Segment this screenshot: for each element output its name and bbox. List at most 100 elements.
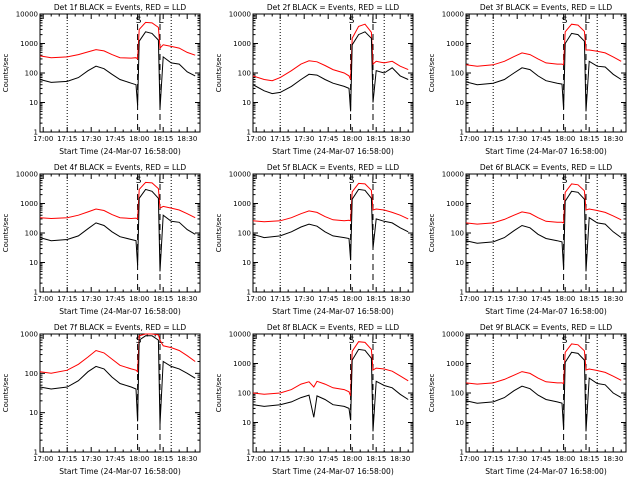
x-tick-label: 18:00: [555, 295, 575, 303]
x-tick-label: 17:30: [507, 295, 527, 303]
x-axis-label: Start Time (24-Mar-07 16:58:00): [272, 467, 394, 476]
x-tick-label: 18:15: [366, 135, 386, 143]
x-tick-label: 17:15: [57, 455, 77, 463]
y-tick-label: 10: [242, 419, 251, 427]
series-events-line: [465, 351, 622, 432]
y-tick-label: 10: [455, 99, 464, 107]
y-tick-label: 1000: [233, 360, 251, 368]
y-tick-label: 10: [242, 99, 251, 107]
x-tick-label: 17:30: [81, 455, 101, 463]
x-tick-label: 18:00: [342, 295, 362, 303]
x-tick-label: 18:30: [177, 295, 197, 303]
x-tick-label: 17:00: [246, 455, 266, 463]
x-tick-label: 17:15: [483, 295, 503, 303]
chart-title: Det 3f BLACK = Events, RED = LLD: [480, 3, 613, 12]
series-events-line: [465, 32, 622, 112]
x-tick-label: 17:45: [318, 295, 338, 303]
marker-flag: S: [562, 176, 568, 186]
series-lld-line: [39, 181, 196, 220]
x-tick-label: 18:15: [579, 455, 599, 463]
y-tick-label: 1: [460, 289, 464, 297]
chart-title: Det 9f BLACK = Events, RED = LLD: [480, 323, 613, 332]
series-lld-line: [252, 341, 409, 397]
marker-flag: S: [136, 176, 142, 186]
y-tick-label: 1000: [446, 200, 464, 208]
plot-frame: [252, 13, 414, 133]
y-tick-label: 10: [29, 99, 38, 107]
y-tick-label: 1: [34, 449, 38, 457]
marker-flag: S: [562, 336, 568, 346]
x-tick-label: 17:00: [459, 135, 479, 143]
x-tick-label: 18:15: [366, 455, 386, 463]
series-events-line: [39, 188, 196, 272]
y-tick-label: 10000: [229, 11, 251, 19]
x-axis-label: Start Time (24-Mar-07 16:58:00): [59, 467, 181, 476]
x-tick-label: 18:00: [129, 295, 149, 303]
x-tick-label: 17:45: [531, 135, 551, 143]
x-tick-label: 18:00: [129, 455, 149, 463]
plot-frame: [252, 173, 414, 293]
x-tick-label: 18:15: [153, 455, 173, 463]
x-tick-label: 18:30: [177, 455, 197, 463]
y-axis-label: Counts/sec: [428, 54, 436, 93]
x-tick-label: 17:15: [57, 135, 77, 143]
series-events-line: [252, 188, 409, 261]
series-lld-line: [252, 182, 409, 223]
y-axis-label: Counts/sec: [215, 374, 223, 413]
y-tick-label: 10: [455, 419, 464, 427]
series-events-line: [252, 348, 409, 432]
x-tick-label: 17:00: [33, 135, 53, 143]
y-tick-label: 1000: [20, 200, 38, 208]
x-tick-label: 18:15: [579, 135, 599, 143]
marker-flag: L: [584, 16, 589, 26]
x-tick-label: 17:00: [33, 295, 53, 303]
series-lld-line: [465, 343, 622, 385]
marker-flag: L: [584, 176, 589, 186]
x-tick-label: 18:30: [603, 455, 623, 463]
marker-flag: L: [371, 336, 376, 346]
y-tick-label: 100: [238, 390, 251, 398]
plot-frame: [465, 13, 627, 133]
y-tick-label: 1000: [446, 360, 464, 368]
y-axis-label: Counts/sec: [2, 214, 10, 253]
x-axis-label: Start Time (24-Mar-07 16:58:00): [59, 147, 181, 156]
x-tick-label: 18:15: [153, 135, 173, 143]
x-tick-label: 17:30: [81, 295, 101, 303]
chart-panel-8: Det 8f BLACK = Events, RED = LLD Counts/s…: [215, 323, 414, 476]
chart-panel-9: Det 9f BLACK = Events, RED = LLD Counts/s…: [428, 323, 627, 476]
y-tick-label: 10000: [442, 331, 464, 339]
y-tick-label: 1: [34, 129, 38, 137]
x-tick-label: 18:30: [603, 135, 623, 143]
x-axis-label: Start Time (24-Mar-07 16:58:00): [59, 307, 181, 316]
y-tick-label: 10: [455, 259, 464, 267]
series-events-line: [39, 335, 196, 425]
y-tick-label: 1000: [233, 200, 251, 208]
series-lld-line: [465, 183, 622, 225]
marker-flag: L: [158, 176, 163, 186]
chart-panel-1: Det 1f BLACK = Events, RED = LLD Counts/s…: [2, 3, 201, 156]
y-tick-label: 10000: [16, 171, 38, 179]
x-tick-label: 17:15: [270, 455, 290, 463]
x-tick-label: 18:00: [555, 455, 575, 463]
y-tick-label: 100: [451, 390, 464, 398]
plot-frame: [39, 13, 201, 133]
y-tick-label: 10000: [442, 11, 464, 19]
marker-flag: L: [371, 176, 376, 186]
y-tick-label: 1: [460, 129, 464, 137]
series-events-line: [465, 190, 622, 272]
x-axis-label: Start Time (24-Mar-07 16:58:00): [485, 147, 607, 156]
y-tick-label: 10: [242, 259, 251, 267]
y-tick-label: 1000: [233, 40, 251, 48]
chart-panel-4: Det 4f BLACK = Events, RED = LLD Counts/s…: [2, 163, 201, 316]
x-tick-label: 17:15: [483, 135, 503, 143]
x-tick-label: 18:30: [390, 295, 410, 303]
marker-flag: L: [158, 16, 163, 26]
x-axis-label: Start Time (24-Mar-07 16:58:00): [272, 147, 394, 156]
x-tick-label: 18:15: [579, 295, 599, 303]
y-tick-label: 10000: [229, 171, 251, 179]
y-axis-label: Counts/sec: [2, 374, 10, 413]
x-tick-label: 17:30: [81, 135, 101, 143]
y-axis-label: Counts/sec: [428, 214, 436, 253]
x-axis-label: Start Time (24-Mar-07 16:58:00): [272, 307, 394, 316]
